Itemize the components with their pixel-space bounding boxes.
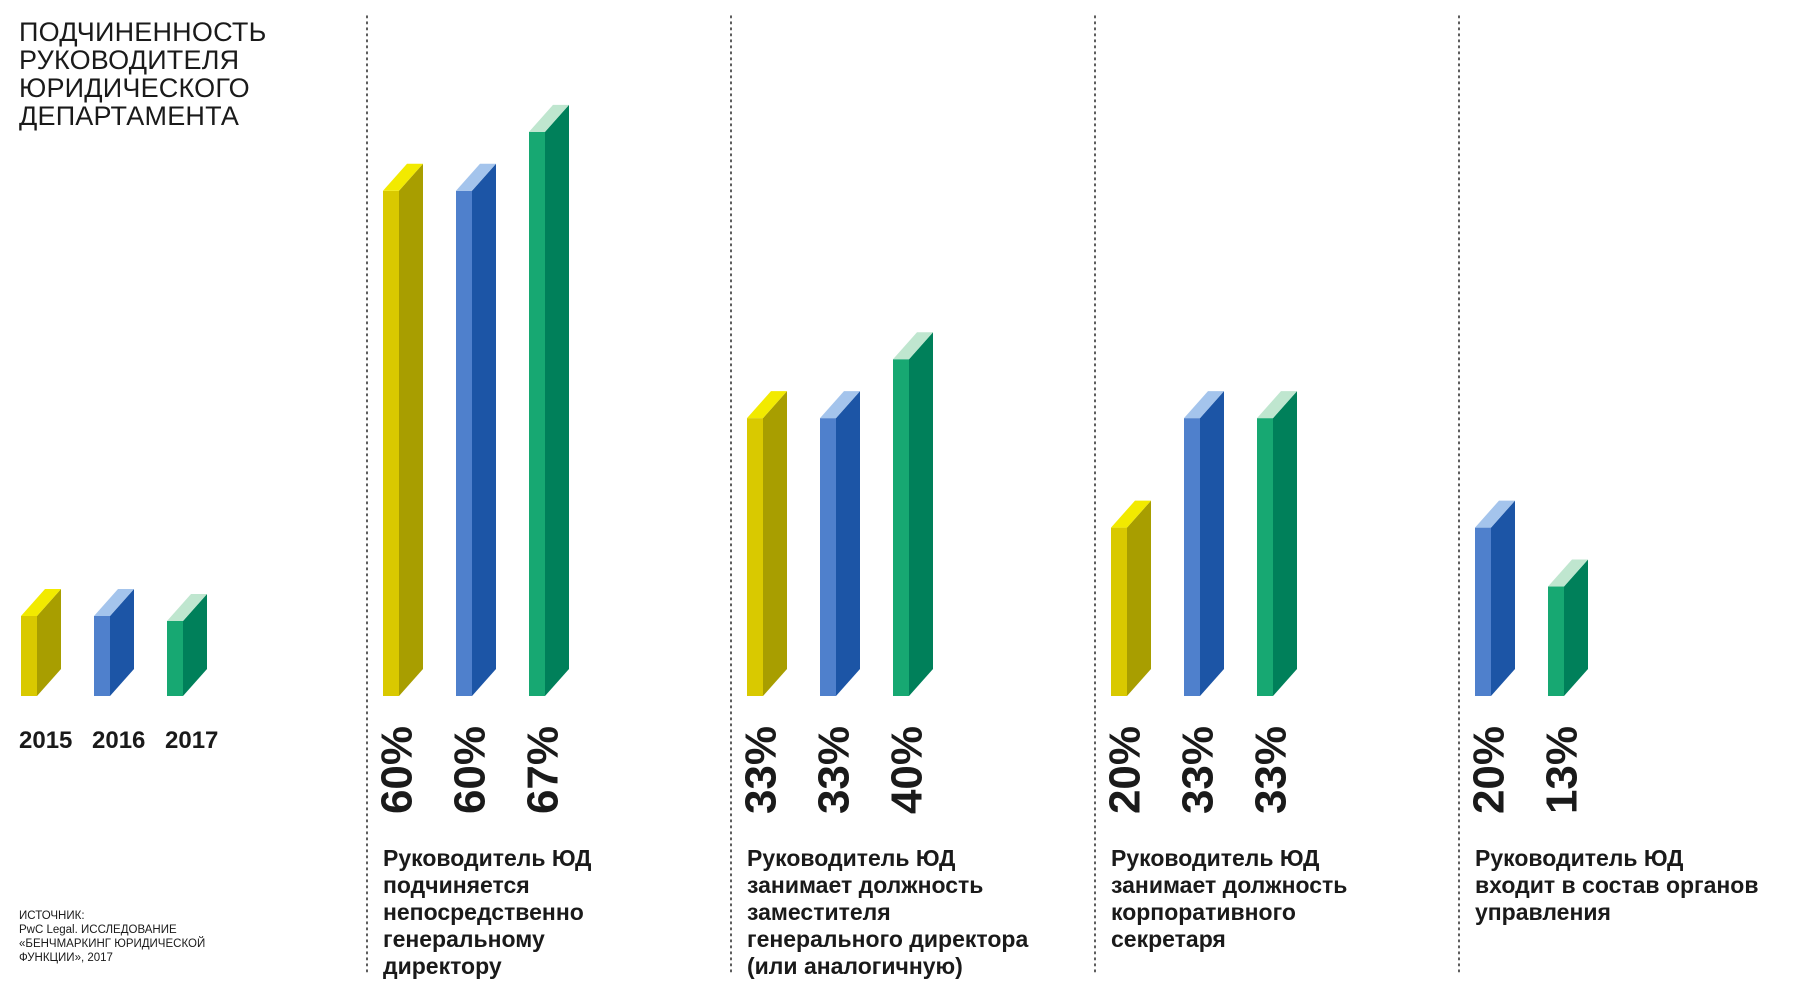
- chart-title-line: ДЕПАРТАМЕНТА: [19, 101, 240, 131]
- category-label-line: управления: [1475, 899, 1611, 925]
- category-label-line: Руководитель ЮД: [383, 845, 592, 871]
- data-label: 20%: [1101, 726, 1150, 814]
- category-label-line: генерального директора: [747, 926, 1029, 952]
- bar-2016-front: [456, 190, 472, 697]
- bar-2016-top: [456, 163, 496, 191]
- bar-2016-front: [1475, 527, 1491, 696]
- data-label: 13%: [1538, 726, 1587, 814]
- bar-2017-side: [545, 104, 569, 697]
- chart-title-line: РУКОВОДИТЕЛЯ: [19, 45, 240, 75]
- bar-2016-top: [820, 391, 860, 419]
- legend-label-2015: 2015: [19, 727, 72, 754]
- category-label-line: занимает должность: [747, 872, 984, 898]
- data-label: 40%: [883, 726, 932, 814]
- data-label: 33%: [737, 726, 786, 814]
- data-label: 60%: [446, 726, 495, 814]
- category-label-2: Руководитель ЮД занимает должность замес…: [747, 845, 1077, 980]
- category-label-3: Руководитель ЮД занимает должность корпо…: [1111, 845, 1441, 953]
- bar-2017-front: [893, 359, 909, 696]
- source-line: ФУНКЦИИ», 2017: [19, 952, 113, 964]
- category-label-line: входит в состав органов: [1475, 872, 1759, 898]
- category-label-line: подчиняется: [383, 872, 530, 898]
- bar-2016-side: [472, 163, 496, 697]
- bar-2016-front: [820, 418, 836, 696]
- category-label-line: генеральному: [383, 926, 545, 952]
- bar-2015-front: [747, 418, 763, 696]
- chart-title: ПОДЧИНЕННОСТЬ РУКОВОДИТЕЛЯ ЮРИДИЧЕСКОГО …: [19, 18, 349, 130]
- bar-2015-top: [1111, 500, 1151, 528]
- category-label-line: заместителя: [747, 899, 891, 925]
- legend-bar-2016-side: [110, 589, 134, 696]
- source-line: PwC Legal. ИССЛЕДОВАНИЕ: [19, 924, 177, 936]
- category-label-4: Руководитель ЮД входит в состав органов …: [1475, 845, 1800, 926]
- bar-2017-side: [1564, 559, 1588, 696]
- legend-bar-2017-top: [167, 594, 207, 621]
- bar-2016-top: [1475, 500, 1515, 528]
- bar-2016-side: [836, 391, 860, 696]
- data-label: 20%: [1465, 726, 1514, 814]
- legend-bar-2015-top: [21, 589, 61, 616]
- source-note: ИСТОЧНИК: PwC Legal. ИССЛЕДОВАНИЕ «БЕНЧМ…: [19, 909, 249, 965]
- bar-2015-front: [383, 190, 399, 697]
- bar-2017-front: [1257, 418, 1273, 696]
- bar-2015-side: [1127, 500, 1151, 696]
- legend-label-2016: 2016: [92, 727, 145, 754]
- legend-bar-2015-front: [21, 616, 37, 696]
- data-label: 33%: [810, 726, 859, 814]
- source-line: ИСТОЧНИК:: [19, 910, 85, 922]
- chart-title-line: ПОДЧИНЕННОСТЬ: [19, 17, 267, 47]
- legend-bar-2017-side: [183, 594, 207, 696]
- bar-2015-side: [763, 391, 787, 696]
- source-line: «БЕНЧМАРКИНГ ЮРИДИЧЕСКОЙ: [19, 938, 206, 950]
- bar-2017-side: [1273, 391, 1297, 696]
- category-label-line: секретаря: [1111, 926, 1226, 952]
- bar-2017-front: [1548, 586, 1564, 696]
- category-label-line: непосредственно: [383, 899, 584, 925]
- bar-2017-front: [529, 131, 545, 697]
- category-label-line: занимает должность: [1111, 872, 1348, 898]
- category-label-line: (или аналогичную): [747, 953, 963, 979]
- chart-title-line: ЮРИДИЧЕСКОГО: [19, 73, 250, 103]
- bar-2017-top: [1257, 391, 1297, 419]
- bar-2015-front: [1111, 527, 1127, 696]
- category-label-line: корпоративного: [1111, 899, 1296, 925]
- bar-2015-side: [399, 163, 423, 697]
- category-label-line: Руководитель ЮД: [1475, 845, 1684, 871]
- bar-2017-top: [893, 332, 933, 360]
- category-label-1: Руководитель ЮД подчиняется непосредстве…: [383, 845, 713, 980]
- legend-bar-2016-top: [94, 589, 134, 616]
- category-label-line: Руководитель ЮД: [1111, 845, 1320, 871]
- bar-2016-side: [1200, 391, 1224, 696]
- bar-2017-side: [909, 332, 933, 696]
- bar-2016-top: [1184, 391, 1224, 419]
- bar-2017-top: [529, 104, 569, 132]
- category-label-line: Руководитель ЮД: [747, 845, 956, 871]
- bar-2015-top: [747, 391, 787, 419]
- legend-label-2017: 2017: [165, 727, 218, 754]
- legend-bar-2017-front: [167, 621, 183, 696]
- bar-2015-top: [383, 163, 423, 191]
- data-label: 67%: [519, 726, 568, 814]
- data-label: 33%: [1247, 726, 1296, 814]
- bar-2016-side: [1491, 500, 1515, 696]
- data-label: 60%: [373, 726, 422, 814]
- legend-bar-2015-side: [37, 589, 61, 696]
- bar-2016-front: [1184, 418, 1200, 696]
- legend-bar-2016-front: [94, 616, 110, 696]
- category-label-line: директору: [383, 953, 502, 979]
- data-label: 33%: [1174, 726, 1223, 814]
- bar-2017-top: [1548, 559, 1588, 587]
